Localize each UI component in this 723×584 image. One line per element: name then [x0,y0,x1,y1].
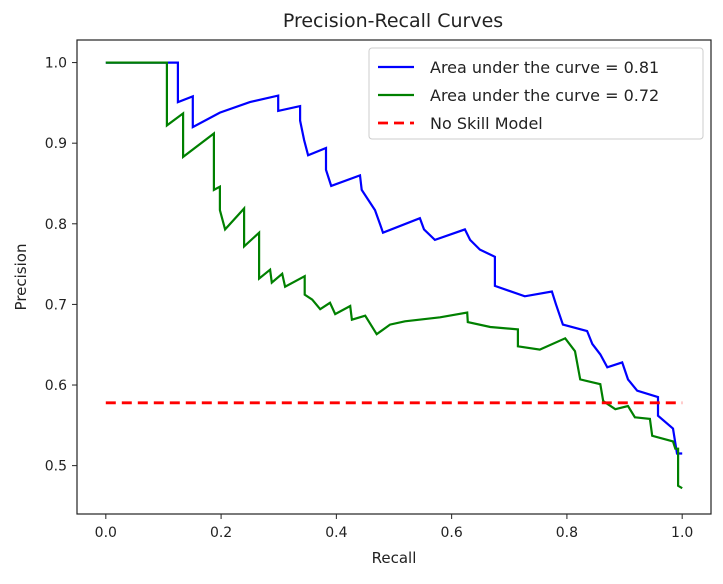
x-tick-label: 0.0 [95,525,117,541]
legend: Area under the curve = 0.81 Area under th… [368,47,704,140]
x-axis-label: Recall [372,549,417,567]
x-tick-label: 0.8 [556,525,578,541]
y-tick-label: 0.7 [45,297,67,313]
plot-frame [76,39,712,515]
legend-label-2: No Skill Model [430,114,543,133]
legend-label-0: Area under the curve = 0.81 [430,58,659,77]
series-line-1 [105,61,683,490]
x-tick-label: 0.6 [441,525,463,541]
y-tick-label: 1.0 [45,56,67,72]
y-tick-label: 0.8 [45,217,67,233]
chart-title: Precision-Recall Curves [283,10,503,32]
x-tick-label: 0.2 [210,525,232,541]
y-axis-label: Precision [12,244,30,311]
y-tick-label: 0.9 [45,136,67,152]
series-line-0 [105,61,683,455]
legend-box [368,47,704,140]
y-tick-label: 0.5 [45,459,67,475]
legend-label-1: Area under the curve = 0.72 [430,86,659,105]
x-tick-label: 0.4 [325,525,347,541]
y-tick-label: 0.6 [45,378,67,394]
x-tick-label: 1.0 [671,525,693,541]
